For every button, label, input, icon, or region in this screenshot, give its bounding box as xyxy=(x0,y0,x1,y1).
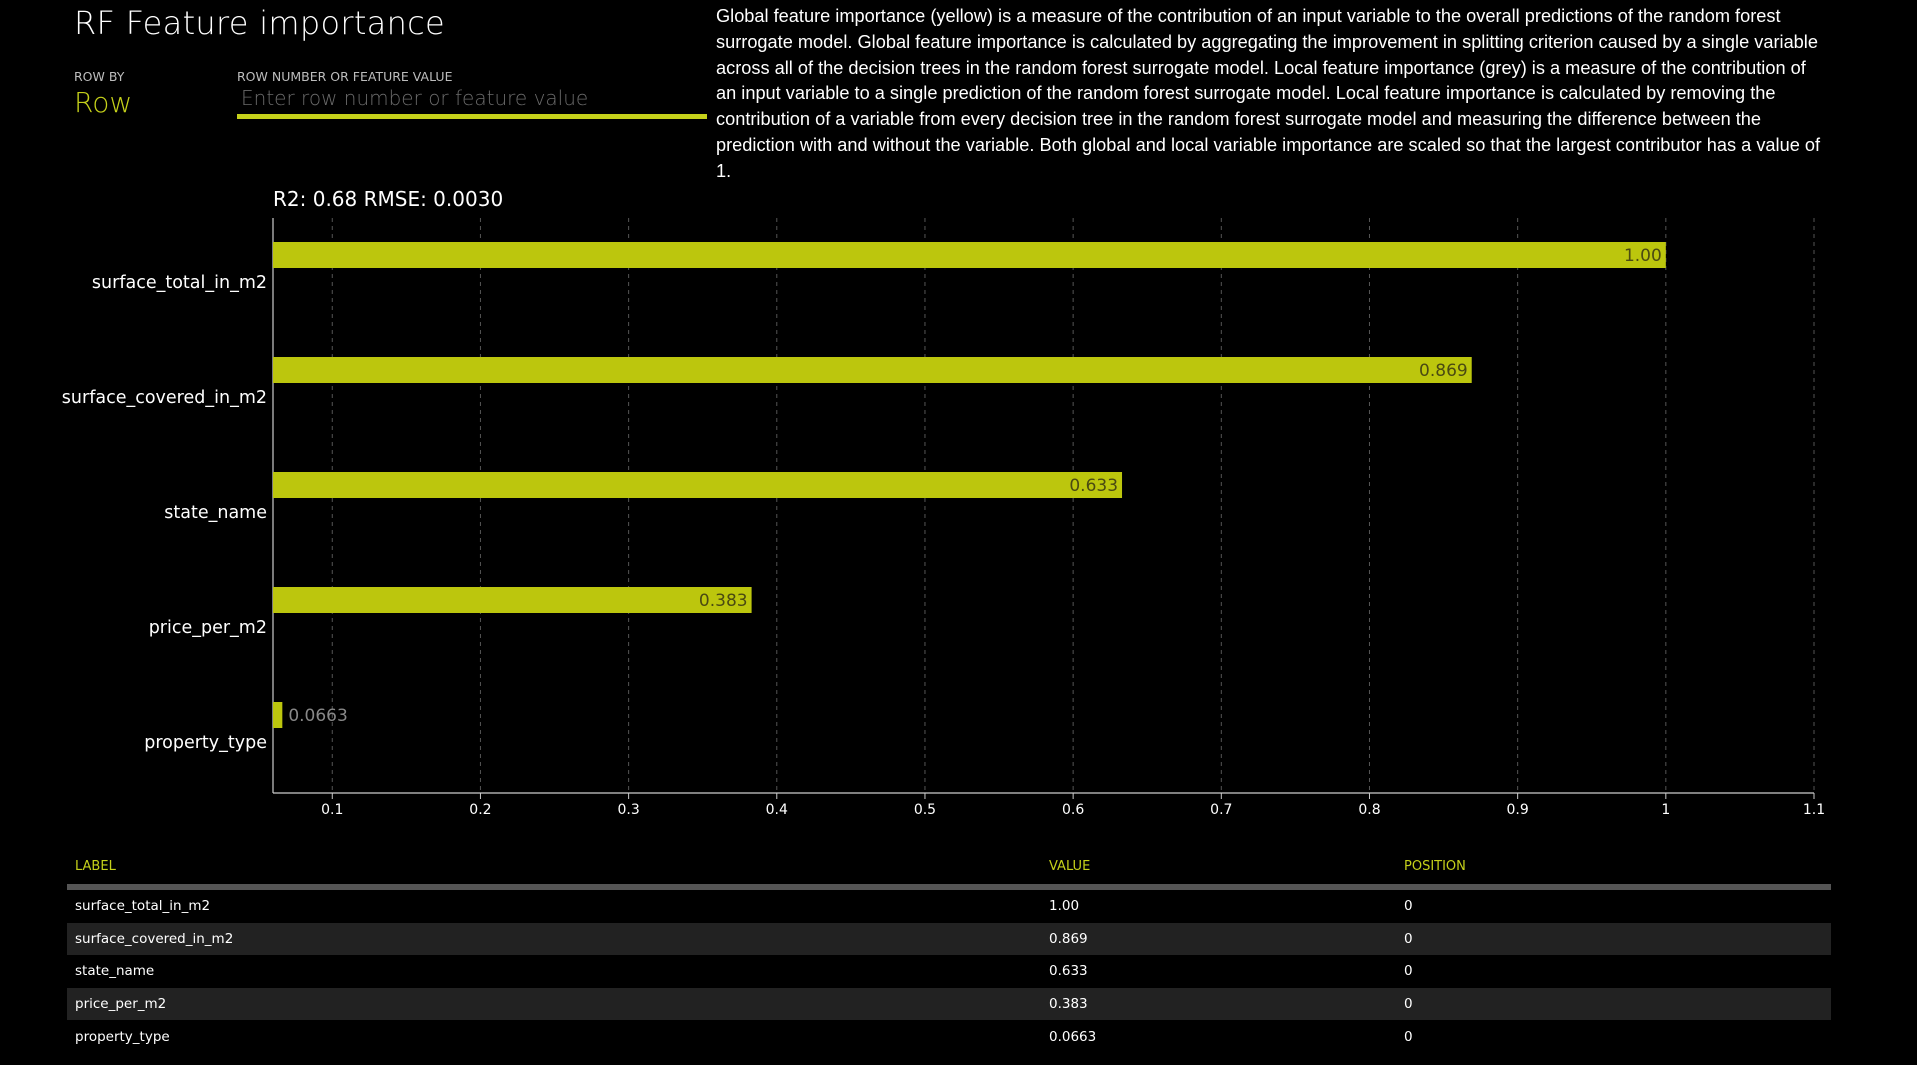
x-tick-label: 0.8 xyxy=(1358,802,1380,818)
cell-value: 0.633 xyxy=(1049,963,1088,980)
data-label: 0.383 xyxy=(699,591,748,611)
importance-table: LABEL VALUE POSITION surface_total_in_m2… xyxy=(67,848,1831,1053)
table-row[interactable]: surface_covered_in_m2 0.869 0 xyxy=(67,922,1831,956)
cell-label: state_name xyxy=(75,963,155,980)
x-tick-label: 1 xyxy=(1661,802,1670,818)
cell-position: 0 xyxy=(1404,898,1413,915)
row-number-label: ROW NUMBER OR FEATURE VALUE xyxy=(237,69,453,84)
table-row[interactable]: price_per_m2 0.383 0 xyxy=(67,987,1831,1021)
data-label: 1.00 xyxy=(1624,246,1662,266)
bar xyxy=(273,472,1123,498)
header-position[interactable]: POSITION xyxy=(1404,858,1466,874)
table-row[interactable]: surface_total_in_m2 1.00 0 xyxy=(67,890,1831,923)
category-label: surface_covered_in_m2 xyxy=(62,388,267,408)
x-tick-label: 0.9 xyxy=(1507,802,1529,818)
table-row[interactable]: state_name 0.633 0 xyxy=(67,955,1831,988)
data-label: 0.869 xyxy=(1419,361,1468,381)
x-tick-label: 0.6 xyxy=(1062,802,1084,818)
cell-value: 0.0663 xyxy=(1049,1028,1097,1045)
cell-position: 0 xyxy=(1404,996,1413,1013)
data-label: 0.633 xyxy=(1069,476,1118,496)
cell-position: 0 xyxy=(1404,1028,1413,1045)
model-metrics: R2: 0.68 RMSE: 0.0030 xyxy=(273,187,504,211)
cell-position: 0 xyxy=(1404,963,1413,980)
x-tick-label: 0.3 xyxy=(617,802,639,818)
row-by-label: ROW BY xyxy=(74,69,125,84)
x-tick-label: 0.1 xyxy=(321,802,343,818)
cell-position: 0 xyxy=(1404,930,1413,947)
table-row[interactable]: property_type 0.0663 0 xyxy=(67,1020,1831,1053)
cell-label: surface_total_in_m2 xyxy=(75,898,211,915)
x-tick-label: 0.7 xyxy=(1210,802,1232,818)
bar xyxy=(273,242,1666,268)
row-by-selector[interactable]: Row xyxy=(74,86,133,119)
x-tick-label: 0.5 xyxy=(914,802,936,818)
description-text: Global feature importance (yellow) is a … xyxy=(716,6,1821,181)
cell-value: 0.869 xyxy=(1049,930,1088,947)
category-label: state_name xyxy=(164,503,267,523)
header-label[interactable]: LABEL xyxy=(75,858,116,874)
cell-value: 1.00 xyxy=(1049,898,1080,915)
x-tick-label: 0.4 xyxy=(766,802,788,818)
header-value[interactable]: VALUE xyxy=(1049,858,1091,874)
table-header: LABEL VALUE POSITION xyxy=(67,848,1831,890)
bar xyxy=(273,357,1472,383)
category-label: price_per_m2 xyxy=(149,618,267,638)
data-label: 0.0663 xyxy=(288,706,347,726)
category-label: surface_total_in_m2 xyxy=(92,273,267,293)
category-label: property_type xyxy=(144,733,267,753)
row-number-input[interactable] xyxy=(237,82,707,119)
table-body: surface_total_in_m2 1.00 0 surface_covered_… xyxy=(67,890,1831,1053)
bar xyxy=(273,587,752,613)
cell-label: price_per_m2 xyxy=(75,996,167,1013)
cell-label: property_type xyxy=(75,1028,170,1045)
cell-label: surface_covered_in_m2 xyxy=(75,930,234,947)
cell-value: 0.383 xyxy=(1049,996,1088,1013)
x-tick-label: 1.1 xyxy=(1803,802,1825,818)
x-tick-label: 0.2 xyxy=(469,802,491,818)
bar xyxy=(273,702,283,728)
page-title: RF Feature importance xyxy=(74,4,446,42)
